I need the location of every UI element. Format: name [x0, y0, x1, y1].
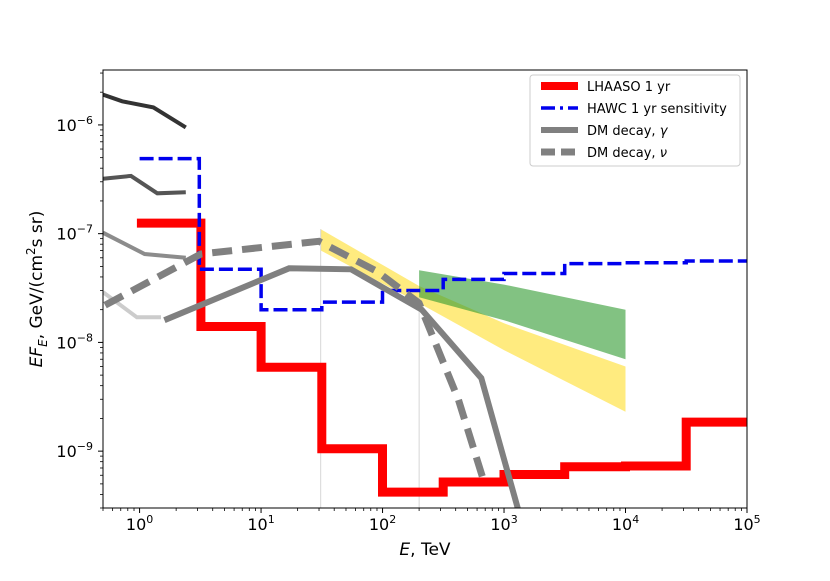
series-line-5: [103, 173, 186, 196]
x-tick-label: 101: [247, 513, 274, 534]
ticks-layer: 100 101 102 103 104 105 10−9 10−8 10−7 10−6: [56, 72, 761, 534]
series-line-1: [139, 156, 747, 312]
x-tick-label: 102: [369, 513, 396, 534]
x-axis-label: E, TeV: [399, 540, 451, 560]
series-line-3: [103, 237, 489, 487]
bands-layer: [320, 229, 626, 412]
x-tick-label: 105: [733, 513, 760, 534]
series-line-6: [103, 230, 186, 260]
legend-label-hawc: HAWC 1 yr sensitivity: [587, 102, 727, 117]
series-line-2: [163, 265, 521, 508]
legend-label-dm-nu: DM decay, ν: [587, 146, 667, 161]
band-0: [320, 229, 626, 412]
y-tick-label: 10−9: [56, 440, 93, 461]
legend: LHAASO 1 yr HAWC 1 yr sensitivity DM dec…: [529, 74, 741, 167]
legend-label-dm-gamma: DM decay, γ: [587, 124, 669, 139]
series-line-4: [103, 92, 187, 130]
legend-label-lhaaso: LHAASO 1 yr: [587, 80, 671, 95]
y-tick-label: 10−8: [56, 331, 93, 352]
legend-box: [529, 74, 741, 167]
y-tick-label: 10−6: [56, 114, 93, 135]
x-tick-label: 100: [126, 513, 153, 534]
series-line-0: [136, 218, 747, 497]
x-tick-label: 104: [612, 513, 639, 534]
plot-frame: [102, 69, 748, 509]
band-1: [419, 270, 626, 360]
x-tick-label: 103: [490, 513, 517, 534]
y-axis-label: EFE, GeV/(cm2s sr): [24, 211, 50, 368]
series-layer: [103, 92, 747, 508]
y-tick-label: 10−7: [56, 223, 93, 244]
